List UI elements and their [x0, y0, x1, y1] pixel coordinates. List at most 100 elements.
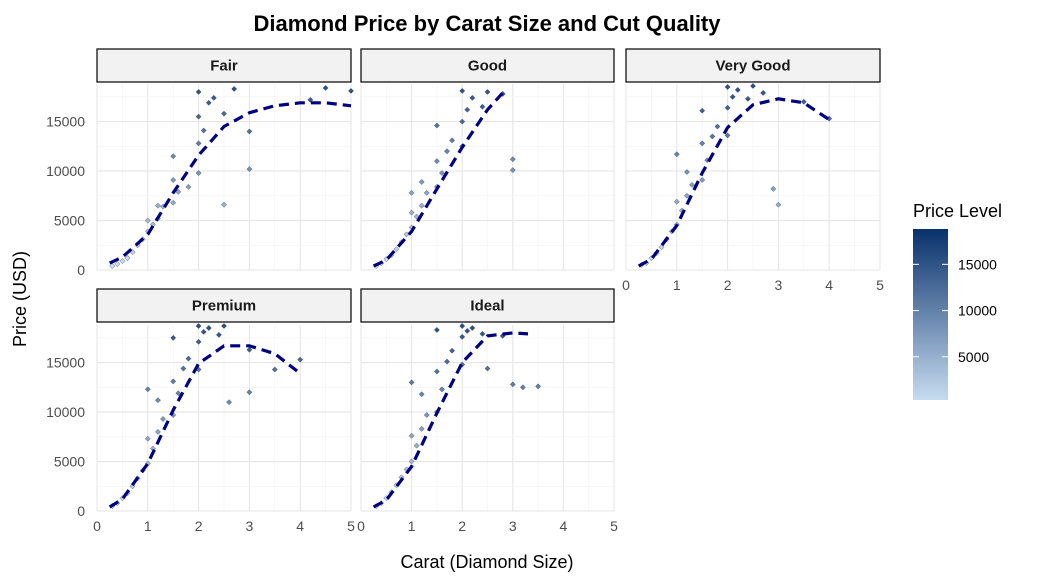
- data-point: [408, 189, 415, 196]
- data-point: [408, 209, 415, 216]
- data-point: [155, 428, 161, 435]
- data-point: [170, 153, 177, 160]
- y-axis-label: Price (USD): [10, 251, 30, 347]
- y-tick-label: 15000: [46, 355, 85, 371]
- data-point: [520, 384, 526, 391]
- data-point: [469, 94, 476, 101]
- x-tick-label: 3: [246, 518, 254, 534]
- legend-tick-label: 5000: [958, 349, 989, 365]
- data-point: [200, 127, 207, 134]
- data-point: [699, 140, 706, 147]
- data-point: [800, 98, 807, 105]
- trend-line: [637, 97, 831, 268]
- data-point: [175, 188, 182, 195]
- data-point: [195, 89, 202, 95]
- data-point: [246, 128, 253, 135]
- legend-tick-label: 15000: [958, 256, 997, 272]
- data-point: [775, 201, 782, 208]
- data-point: [221, 323, 227, 329]
- data-point: [155, 202, 161, 209]
- data-point: [246, 389, 253, 396]
- scatter-points: [373, 323, 541, 509]
- data-point: [195, 338, 202, 345]
- data-point: [216, 332, 222, 338]
- data-point: [297, 356, 304, 363]
- data-point: [724, 132, 731, 139]
- x-tick-label: 1: [673, 277, 681, 293]
- data-point: [175, 390, 182, 397]
- data-point: [195, 113, 202, 120]
- facet-label: Good: [468, 58, 507, 75]
- data-point: [709, 133, 716, 140]
- data-point: [484, 365, 491, 372]
- data-point: [221, 201, 227, 208]
- data-point: [464, 328, 471, 334]
- data-point: [246, 346, 253, 353]
- facet-label: Very Good: [715, 58, 790, 75]
- facet-panel: Good: [360, 48, 615, 271]
- data-point: [439, 386, 445, 393]
- data-point: [418, 391, 425, 398]
- data-point: [745, 95, 751, 102]
- gridlines: [360, 325, 615, 512]
- x-tick-label: 4: [560, 518, 568, 534]
- facet-panel: Very Good 0 1 2 3 4 5: [622, 48, 884, 293]
- x-tick-label: 3: [509, 518, 517, 534]
- data-point: [271, 366, 278, 373]
- facet-strip: [96, 288, 352, 323]
- data-point: [144, 217, 151, 224]
- x-tick-label: 4: [825, 277, 833, 293]
- data-point: [658, 244, 665, 251]
- data-point: [444, 148, 450, 155]
- data-point: [403, 231, 410, 238]
- data-point: [444, 358, 450, 365]
- x-tick-label: 5: [347, 518, 355, 534]
- y-tick-label: 0: [77, 503, 85, 519]
- data-point: [307, 96, 314, 103]
- gridlines: [96, 325, 352, 512]
- data-point: [509, 156, 516, 163]
- x-tick-label: 0: [357, 518, 365, 534]
- color-legend: Price Level 5000 10000 15000: [913, 201, 1002, 400]
- x-tick-label: 5: [610, 518, 618, 534]
- x-tick-label: 4: [296, 518, 304, 534]
- data-point: [459, 323, 466, 329]
- scatter-points: [109, 323, 304, 509]
- data-point: [144, 386, 151, 393]
- data-point: [144, 435, 151, 442]
- data-point: [221, 110, 227, 117]
- data-point: [734, 87, 741, 93]
- data-point: [418, 179, 425, 185]
- legend-tick-label: 10000: [958, 303, 997, 319]
- gridlines: [360, 84, 615, 271]
- data-point: [393, 246, 400, 253]
- y-tick-label: 5000: [54, 454, 85, 470]
- data-point: [195, 140, 202, 147]
- data-point: [459, 88, 466, 94]
- gridlines: [625, 84, 881, 271]
- facet-strip: [360, 288, 615, 323]
- trend-line: [372, 91, 504, 268]
- data-point: [699, 177, 706, 183]
- data-point: [464, 106, 471, 113]
- facet-strip: [96, 48, 352, 83]
- data-point: [434, 327, 440, 333]
- data-point: [170, 199, 177, 206]
- y-tick-label: 10000: [46, 404, 85, 420]
- data-point: [413, 442, 420, 449]
- data-point: [408, 458, 415, 465]
- data-point: [509, 167, 516, 173]
- x-tick-label: 3: [775, 277, 783, 293]
- data-point: [689, 182, 695, 188]
- data-point: [699, 107, 706, 114]
- legend-colorbar: [913, 229, 948, 400]
- trend-line: [108, 344, 302, 509]
- data-point: [423, 412, 430, 418]
- data-point: [509, 381, 516, 388]
- data-point: [673, 198, 680, 205]
- x-tick-label: 5: [876, 277, 884, 293]
- data-point: [418, 426, 425, 432]
- data-point: [459, 333, 466, 340]
